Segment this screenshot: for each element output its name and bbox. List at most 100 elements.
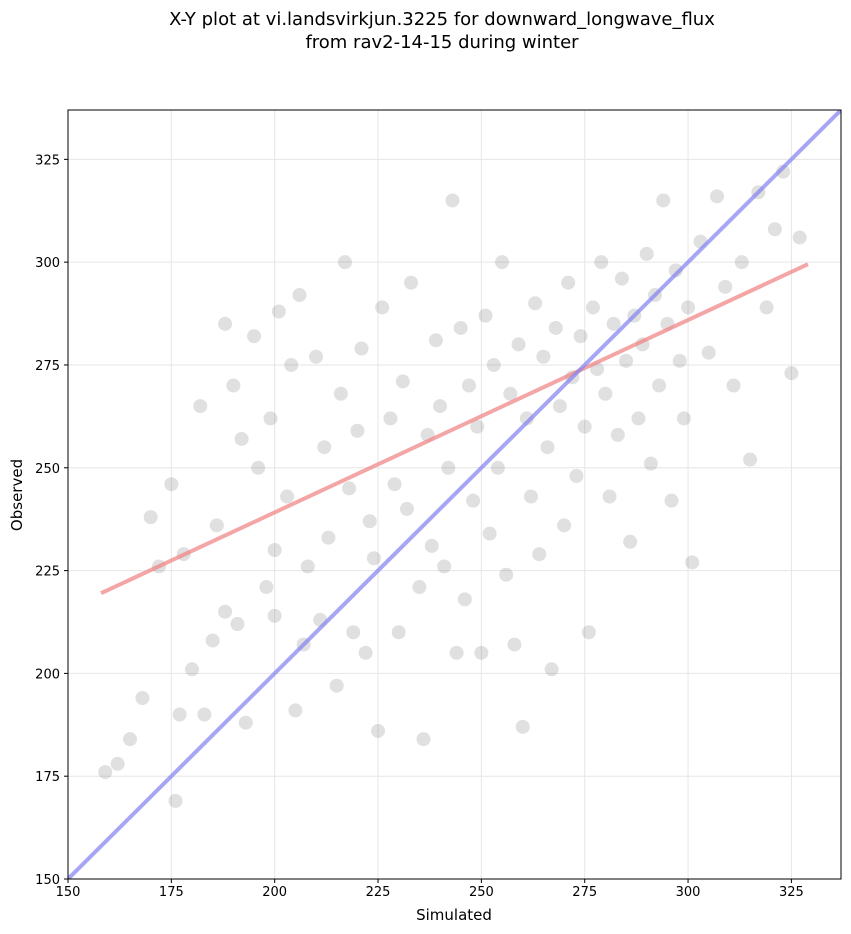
point [135,691,150,706]
y-tick-label: 175 [35,770,60,785]
point [185,662,200,677]
point [453,320,468,335]
point [581,625,596,640]
point [271,304,286,319]
point [676,411,691,426]
point [333,386,348,401]
point [342,481,357,496]
point [511,337,526,352]
point [606,316,621,331]
point [664,493,679,508]
point [321,530,336,545]
point [486,357,501,372]
point [569,468,584,483]
point [230,617,245,632]
point [172,707,187,722]
point [544,662,559,677]
y-tick-label: 275 [35,359,60,374]
point [143,510,158,525]
y-tick-label: 200 [35,667,60,682]
point [329,678,344,693]
point [457,592,472,607]
point [309,349,324,364]
point [383,411,398,426]
x-tick-label: 275 [572,885,597,900]
point [495,255,510,270]
point [701,345,716,360]
identity-line [68,110,841,879]
point [267,543,282,558]
point [718,279,733,294]
point [247,329,262,344]
point [371,723,386,738]
point [685,555,700,570]
x-axis-label: Simulated [416,906,492,924]
point [375,300,390,315]
y-axis-label: Observed [8,459,26,531]
point [354,341,369,356]
y-tick-label: 250 [35,462,60,477]
point [528,296,543,311]
x-tick-label: 325 [779,885,804,900]
y-tick-label: 150 [35,873,60,888]
point [424,538,439,553]
point [614,271,629,286]
point [234,431,249,446]
point [263,411,278,426]
y-tick-label: 300 [35,256,60,271]
point [428,333,443,348]
point [267,608,282,623]
point [292,288,307,303]
point [536,349,551,364]
point [337,255,352,270]
point [523,489,538,504]
point [672,353,687,368]
point [123,732,138,747]
point [470,419,485,434]
point [416,732,431,747]
point [490,460,505,475]
point [441,460,456,475]
chart-title: X-Y plot at vi.landsvirkjun.3225 for dow… [169,9,715,30]
x-tick-label: 200 [262,885,287,900]
x-tick-label: 250 [469,885,494,900]
point [767,222,782,237]
point [193,399,208,414]
y-tick-label: 325 [35,153,60,168]
point [519,411,534,426]
point [317,440,332,455]
point [478,308,493,323]
point [387,477,402,492]
point [776,164,791,179]
point [238,715,253,730]
point [594,255,609,270]
point [288,703,303,718]
point [602,489,617,504]
point [205,633,220,648]
plot-frame [67,109,842,880]
point [218,316,233,331]
point [573,329,588,344]
point [532,547,547,562]
point [168,793,183,808]
y-tick-label: 225 [35,565,60,580]
point [726,378,741,393]
point [515,719,530,734]
point [404,275,419,290]
point [350,423,365,438]
point [218,604,233,619]
point [284,357,299,372]
point [784,366,799,381]
point [668,263,683,278]
point [540,440,555,455]
point [639,246,654,261]
point [631,411,646,426]
point [433,399,448,414]
x-tick-label: 225 [366,885,391,900]
point [412,580,427,595]
point [619,353,634,368]
point [197,707,212,722]
point [437,559,452,574]
